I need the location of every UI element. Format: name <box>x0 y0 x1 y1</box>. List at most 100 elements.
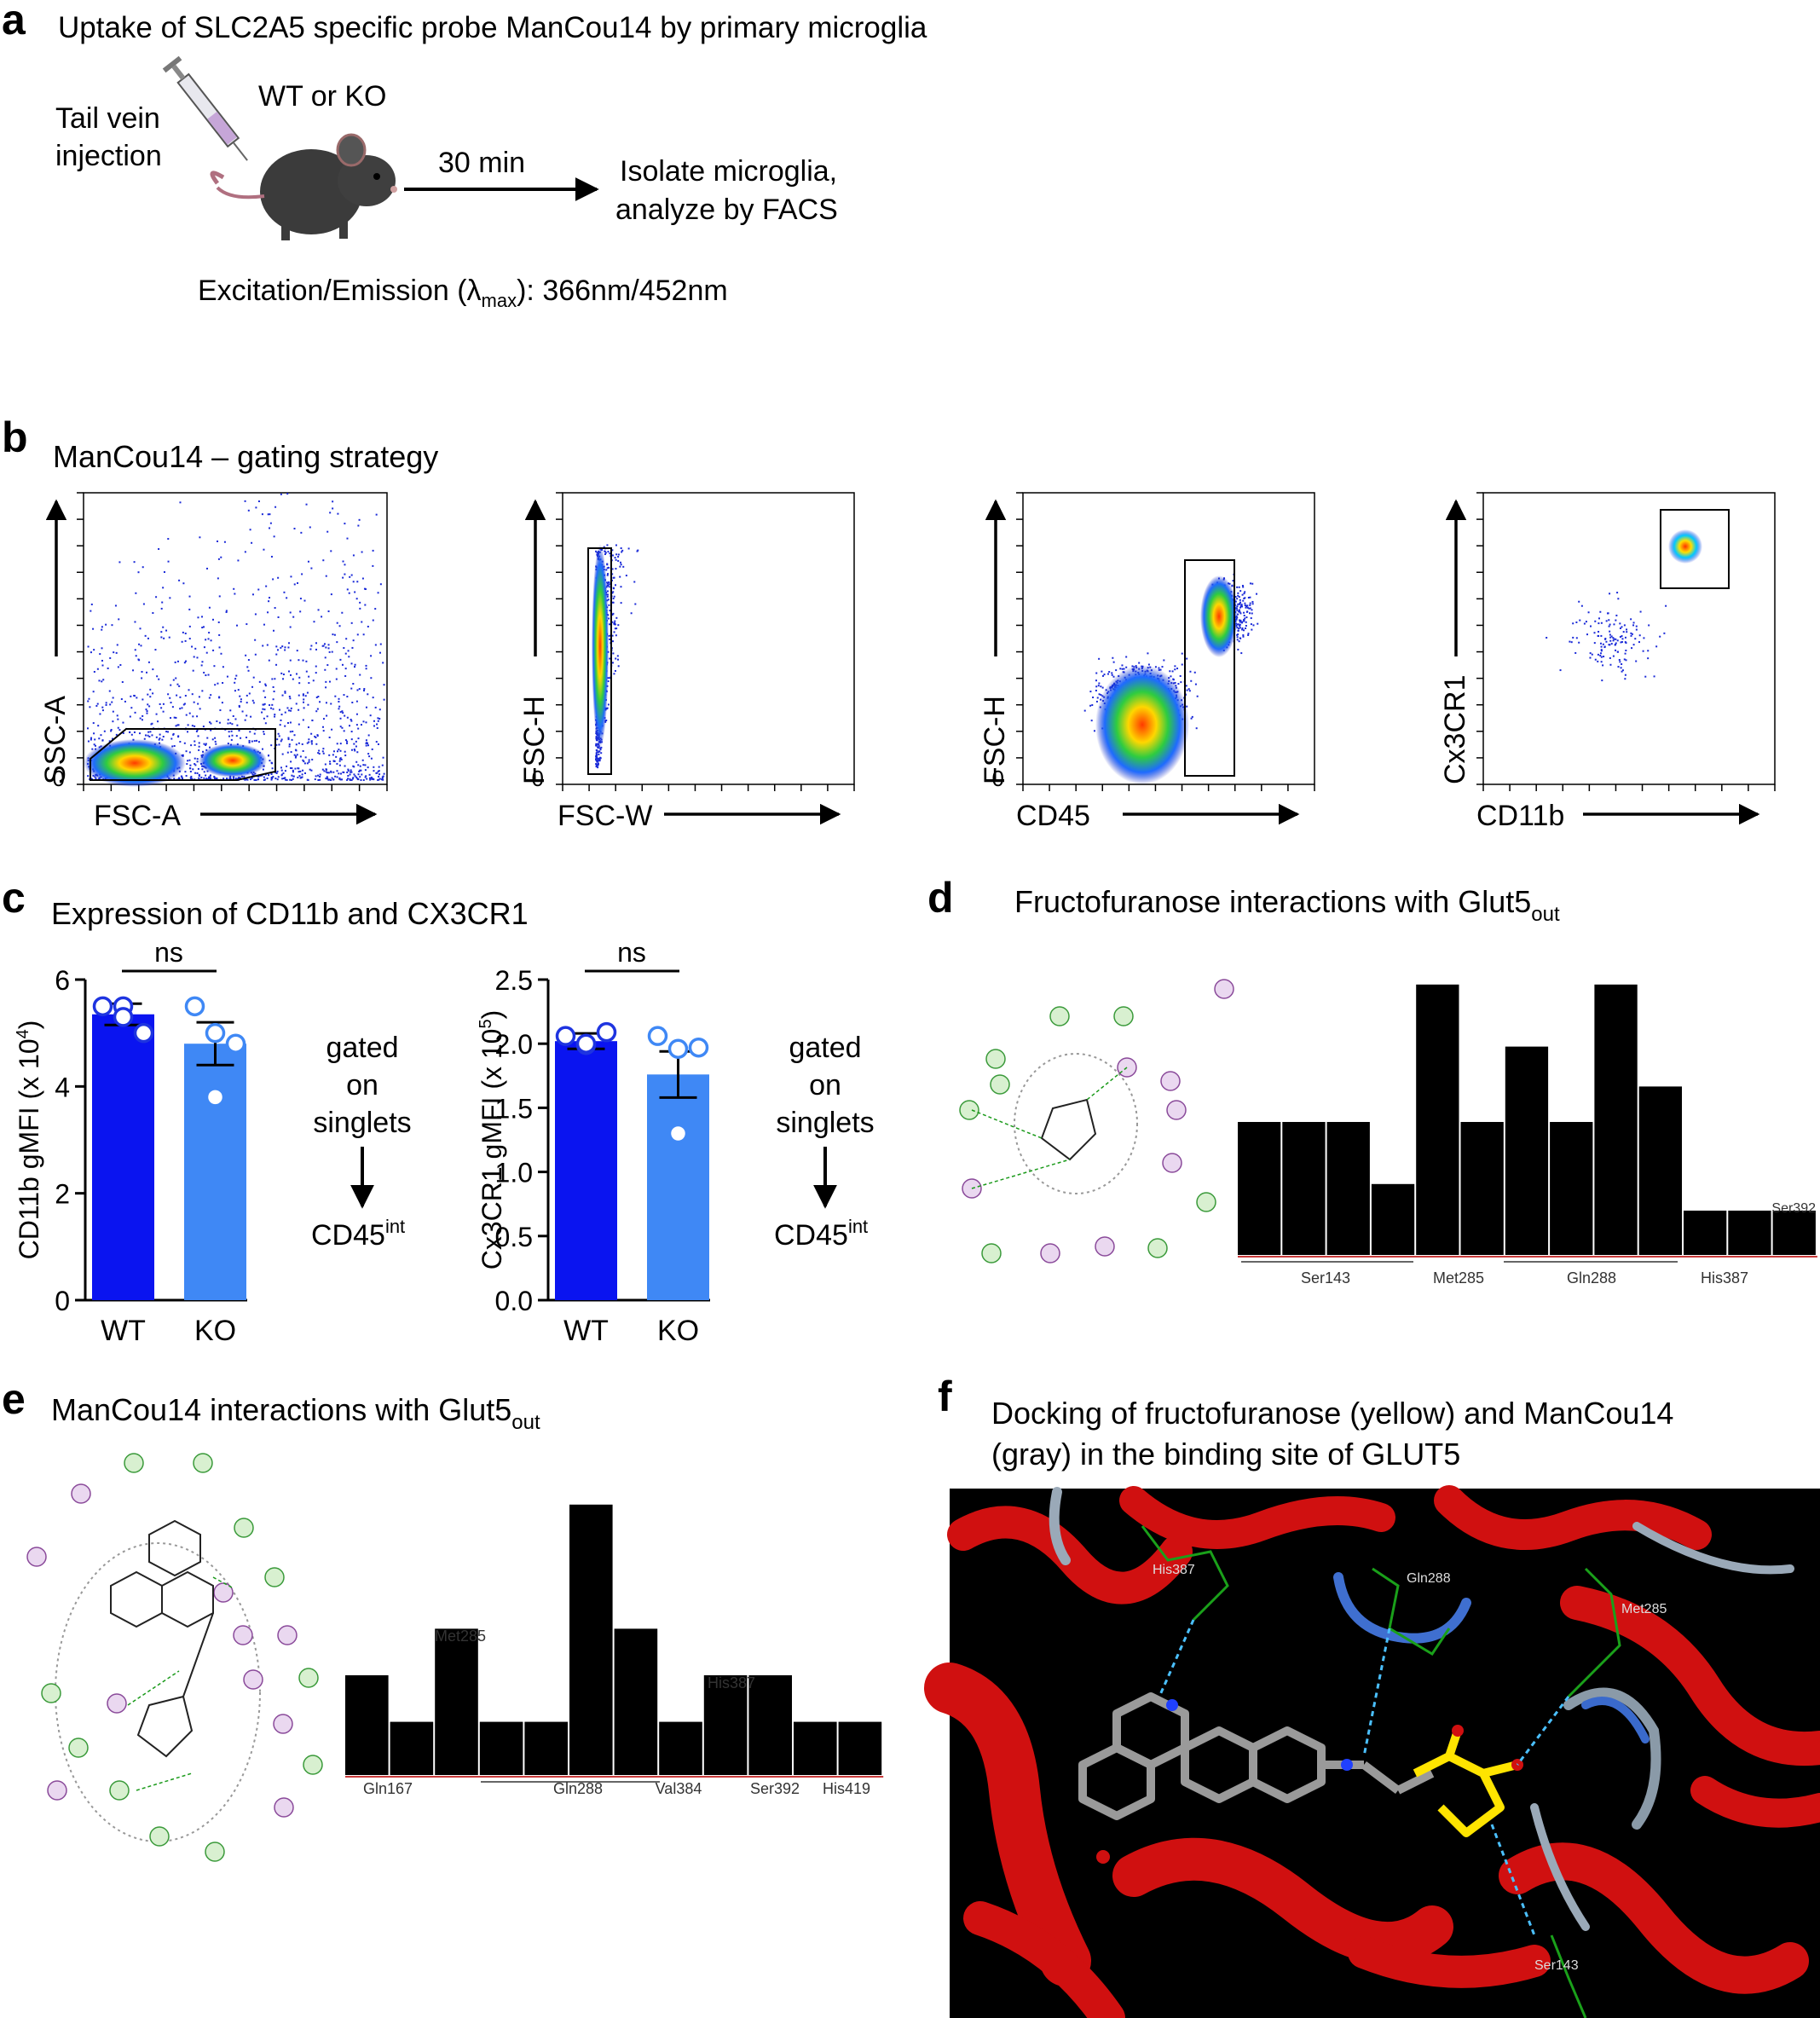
event-dot <box>1599 610 1602 613</box>
event-dot <box>275 743 278 746</box>
event-dot <box>302 693 304 696</box>
event-dot <box>620 602 622 604</box>
event-dot <box>1238 586 1240 588</box>
event-dot <box>171 706 174 708</box>
event-dot <box>633 581 636 583</box>
event-dot <box>325 768 327 771</box>
event-dot <box>1244 604 1246 607</box>
event-dot <box>340 758 343 760</box>
event-dot <box>191 778 194 780</box>
event-dot <box>344 523 346 525</box>
residue-bubble <box>303 1755 323 1775</box>
event-dot <box>119 664 122 667</box>
event-dot <box>157 720 159 723</box>
event-dot <box>1095 685 1098 688</box>
event-dot <box>218 697 221 699</box>
event-dot <box>336 762 338 765</box>
event-dot <box>116 714 118 717</box>
event-dot <box>147 693 149 696</box>
event-dot <box>200 616 203 618</box>
event-dot <box>1245 616 1248 619</box>
event-dot <box>608 586 610 588</box>
event-dot <box>345 638 348 640</box>
event-dot <box>146 710 148 713</box>
event-dot <box>234 593 236 595</box>
event-dot <box>1098 682 1101 685</box>
event-dot <box>213 775 216 778</box>
event-dot <box>207 674 210 676</box>
event-dot <box>331 728 333 731</box>
event-dot <box>280 740 282 743</box>
event-dot <box>1619 636 1621 639</box>
event-dot <box>606 595 609 598</box>
bar-wt <box>555 1041 617 1300</box>
event-dot <box>614 627 616 630</box>
event-dot <box>597 758 599 760</box>
event-dot <box>609 638 611 640</box>
event-dot <box>293 583 296 586</box>
event-dot <box>339 778 342 781</box>
panel-e: e ManCou14 interactions with Glut5out Gl… <box>2 1375 884 1862</box>
event-dot <box>198 777 200 779</box>
panel-d-title: Fructofuranose interactions with Glut5ou… <box>1014 884 1560 926</box>
event-dot <box>614 620 616 622</box>
event-dot <box>301 743 303 745</box>
event-dot <box>245 654 247 656</box>
event-dot <box>198 742 200 744</box>
event-dot <box>333 760 336 762</box>
event-dot <box>218 633 221 636</box>
event-dot <box>378 708 381 711</box>
event-dot <box>234 678 237 680</box>
event-dot <box>360 724 362 726</box>
event-dot <box>335 668 338 670</box>
event-dot <box>380 778 383 781</box>
event-dot <box>158 678 160 680</box>
event-dot <box>304 772 306 774</box>
event-dot <box>1249 607 1251 610</box>
event-dot <box>296 650 298 652</box>
event-dot <box>614 584 616 587</box>
event-dot <box>289 611 292 614</box>
event-dot <box>275 653 278 656</box>
event-dot <box>355 740 357 743</box>
event-dot <box>159 733 161 736</box>
event-dot <box>277 732 280 735</box>
event-dot <box>290 575 292 578</box>
event-dot <box>258 680 261 683</box>
event-dot <box>197 767 199 770</box>
y-label-end: ) <box>477 1010 507 1020</box>
event-dot <box>194 743 196 746</box>
event-dot <box>298 767 300 770</box>
event-dot <box>1602 643 1604 645</box>
event-dot <box>1659 635 1661 638</box>
event-dot <box>194 725 196 727</box>
event-dot <box>338 772 340 775</box>
event-dot <box>598 753 600 755</box>
bar-ko <box>647 1074 709 1300</box>
event-dot <box>311 758 314 760</box>
event-dot <box>1648 624 1650 627</box>
data-point <box>184 996 205 1017</box>
event-dot <box>1625 642 1627 645</box>
event-dot <box>360 778 362 781</box>
event-dot <box>1251 612 1253 615</box>
event-dot <box>350 778 353 781</box>
event-dot <box>1239 621 1241 623</box>
event-dot <box>341 778 344 781</box>
event-dot <box>1243 615 1245 617</box>
event-dot <box>1615 642 1617 645</box>
event-dot <box>335 755 338 758</box>
residue-bubble <box>193 1453 213 1473</box>
event-dot <box>365 744 367 747</box>
event-dot <box>617 559 620 562</box>
event-dot <box>210 729 212 731</box>
event-dot <box>188 625 191 627</box>
event-dot <box>1241 627 1244 629</box>
event-dot <box>102 679 105 681</box>
event-dot <box>292 616 295 618</box>
event-dot <box>152 612 154 615</box>
event-dot <box>316 708 319 710</box>
residue-top-label: Ser392 <box>1771 1201 1816 1216</box>
event-dot <box>332 633 334 636</box>
